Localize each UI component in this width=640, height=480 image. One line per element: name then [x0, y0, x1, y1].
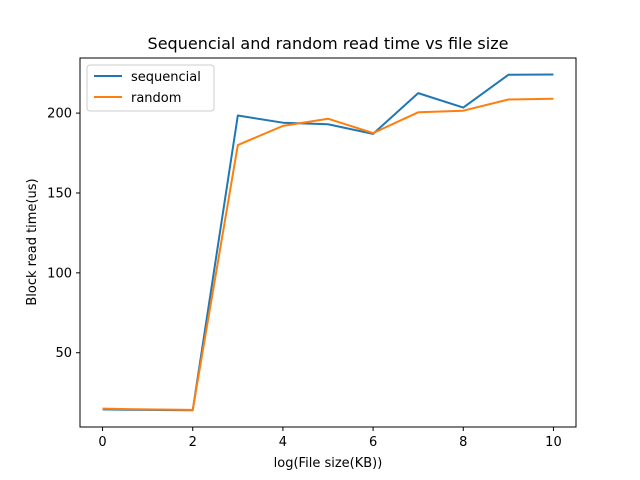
plot-area: 0 2 4 6 8 10 50 100 150 200	[47, 57, 577, 450]
y-tick-label: 200	[47, 107, 72, 122]
series-line-random	[102, 97, 554, 411]
legend-label-random: random	[131, 91, 181, 106]
y-tick-label: 50	[55, 346, 72, 361]
x-tick-label: 6	[369, 435, 377, 450]
x-tick-label: 8	[459, 435, 467, 450]
x-axis-label: log(File size(KB))	[274, 456, 383, 471]
legend-label-sequencial: sequencial	[131, 70, 201, 85]
x-tick-label: 2	[189, 435, 197, 450]
axes-frame	[79, 57, 577, 428]
x-tick-label: 4	[279, 435, 287, 450]
x-tick-label: 0	[98, 435, 106, 450]
y-axis-label: Block read time(us)	[25, 178, 40, 305]
chart-title: Sequencial and random read time vs file …	[148, 34, 509, 53]
legend: sequencial random	[86, 64, 215, 112]
y-tick-label: 150	[47, 186, 72, 201]
x-tick-label: 10	[545, 435, 562, 450]
y-tick-label: 100	[47, 266, 72, 281]
